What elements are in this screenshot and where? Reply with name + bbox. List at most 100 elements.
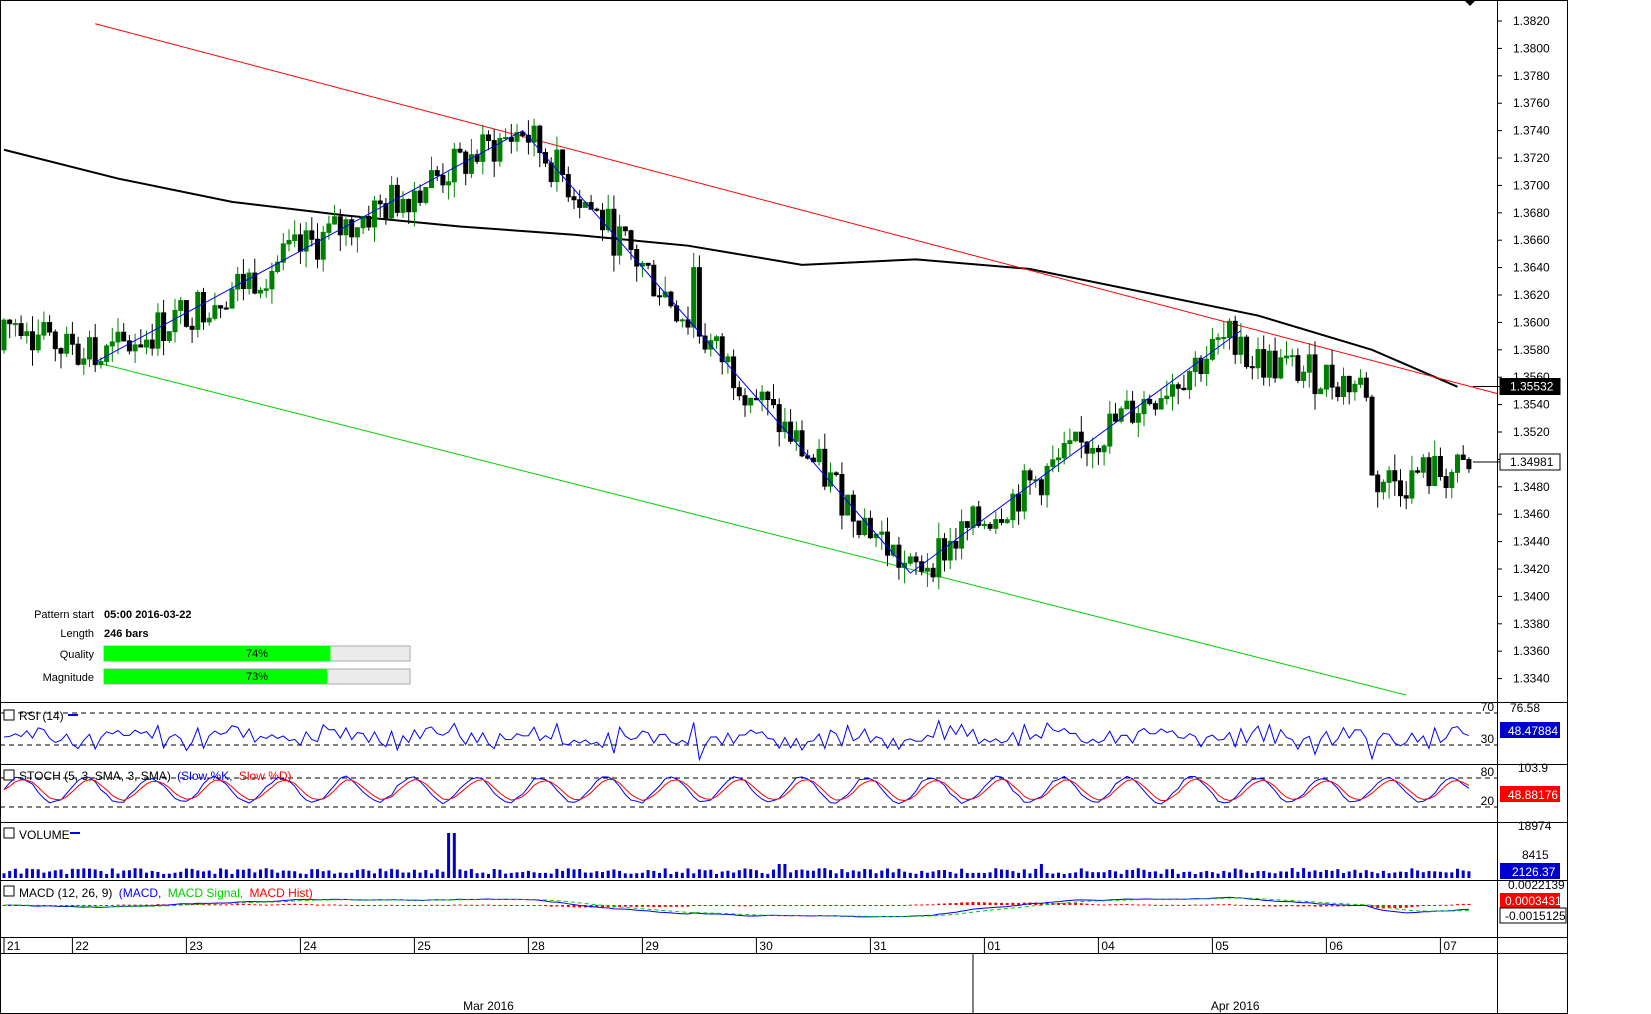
candle-body [1329,364,1335,388]
macd-close-icon[interactable] [3,885,15,897]
candle-body [201,291,206,323]
volume-bar [1171,869,1174,878]
candle-body [235,273,241,290]
candle-body [383,203,389,219]
volume-scale-mid: 8415 [1522,848,1549,862]
volume-bar [794,870,798,878]
candle-body [719,336,725,363]
macd-hist-bar [863,905,867,906]
candle-body [657,295,662,298]
volume-bar [1302,868,1306,878]
price-badge-box [1499,453,1561,471]
stoch-slowk-label: (Slow %K, [177,769,232,783]
macd-hist-bar [709,905,713,906]
candle-body [520,132,526,136]
volume-bar [1176,873,1180,878]
volume-bar [395,869,399,878]
candle-body [246,272,252,290]
volume-bar [817,868,821,878]
volume-bar [789,872,793,878]
candle-body [30,331,35,351]
volume-bar [1205,870,1209,878]
stoch-slowd-label: Slow %D) [239,769,292,783]
macd-hist-bar [355,905,359,906]
candle-body [565,173,571,198]
candle-body [1027,470,1033,481]
macd-hist-bar [1011,902,1015,905]
volume-bar [646,870,650,878]
candle-body [759,391,765,401]
candle-body [377,200,383,205]
candle-body [771,398,776,406]
price-badges: 1.35532 1.34981 [1472,378,1561,471]
volume-bar [1273,873,1277,878]
candle-body [24,331,30,336]
volume-bar [378,868,382,878]
volume-bar [971,872,975,878]
candle-body [645,262,651,266]
macd-hist-bar [1193,904,1197,906]
volume-bar [1387,873,1391,878]
volume-bar [1222,870,1226,878]
volume-bar [401,872,405,878]
price-tick-label: 1.3520 [1513,425,1550,439]
macd-hist-bar [1114,904,1117,906]
macd-hist-bar [1005,903,1009,905]
candle-body [161,312,167,341]
volume-bar [1324,869,1328,878]
volume-bar [595,871,599,878]
candle-body [206,317,212,323]
macd-hist-bar [475,904,479,906]
macd-hist-bar [1342,905,1345,907]
time-tick-label: 23 [189,939,203,953]
volume-bar [418,872,422,878]
macd-hist-bar [1262,905,1266,907]
candle-body [1010,493,1016,521]
volume-close-icon[interactable] [3,827,15,839]
time-tick-label: 29 [645,939,659,953]
pattern-info-box: Pattern start 05:00 2016-03-22 Length 24… [34,609,411,685]
pattern-start-label: Pattern start [34,609,94,621]
volume-bar [988,872,992,878]
volume-bar [982,872,986,878]
macd-hist-bar [1205,904,1209,906]
macd-hist-bar [418,905,422,906]
candle-body [1,319,7,351]
macd-hist-bar [1096,904,1100,906]
stoch-close-icon[interactable] [3,769,15,781]
volume-bar [1051,873,1055,878]
volume-bar [1262,870,1266,878]
macd-line-label: (MACD, [119,886,162,900]
price-tick-label: 1.3600 [1513,315,1550,329]
volume-bar [868,869,872,878]
macd-hist-bar [1074,902,1078,905]
volume-bar [65,873,69,878]
volume-bar [1017,872,1021,878]
macd-hist-bar [874,905,878,906]
macd-hist-bar [304,903,308,905]
volume-bar [737,870,741,878]
chart-menu-icon[interactable] [1464,0,1476,6]
macd-hist-bar [298,903,302,905]
volume-bar [116,873,120,878]
macd-hist-bar [1427,905,1431,906]
price-axis: 1.3820 1.3800 1.3780 1.3760 1.3740 1.3720 1.37… [1497,14,1550,686]
macd-hist-bar [1256,905,1260,906]
macd-hist-bar [1017,902,1021,905]
rsi-close-icon[interactable] [3,709,15,721]
candle-body [1135,413,1141,423]
month-label: Mar 2016 [463,999,514,1013]
candle-body [1466,459,1472,470]
time-tick-label: 25 [417,939,431,953]
candle-body [1363,377,1369,398]
candle-body [503,137,509,140]
volume-bar [407,872,411,878]
macd-hist-bar [760,905,764,906]
volume-bar [766,873,770,878]
volume-bar [578,869,582,878]
macd-hist-bar [817,904,821,906]
volume-bar [475,873,479,878]
price-tick-label: 1.3360 [1513,644,1550,658]
macd-hist-bar [93,905,97,906]
price-tick-label: 1.3620 [1513,288,1550,302]
